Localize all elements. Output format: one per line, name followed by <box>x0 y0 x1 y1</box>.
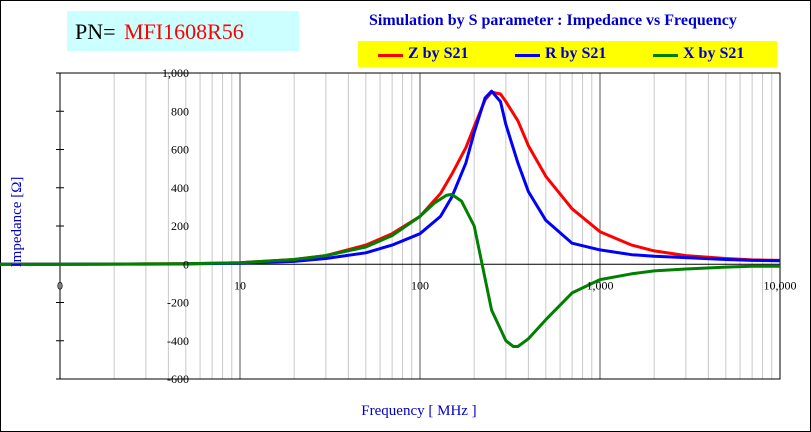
y-axis-title: Impedance [Ω] <box>9 177 25 268</box>
y-tick-label: 0 <box>183 257 189 271</box>
y-tick-label: -600 <box>167 372 189 386</box>
x-tick-label: 10,000 <box>764 278 797 292</box>
series-line-x <box>0 192 780 348</box>
axes <box>56 72 781 380</box>
x-tick-label: 1,000 <box>587 278 614 292</box>
legend: Z by S21 R by S21 X by S21 <box>358 41 777 67</box>
x-axis-title: Frequency [ MHz ] <box>361 403 476 419</box>
x-tick-label: 100 <box>411 278 429 292</box>
x-tick-label: 0 <box>57 278 63 292</box>
part-number-value: MFI1608R56 <box>124 19 244 44</box>
y-tick-label: -200 <box>167 296 189 310</box>
series-line-z <box>0 90 781 266</box>
y-tick-label: -400 <box>167 334 189 348</box>
legend-label-r: R by S21 <box>545 45 607 62</box>
y-tick-label: 200 <box>171 219 189 233</box>
plot-border <box>59 72 781 380</box>
legend-label-z: Z by S21 <box>408 45 469 62</box>
legend-label-x: X by S21 <box>683 45 745 62</box>
series-line-r <box>0 89 781 266</box>
y-tick-label: 1,000 <box>162 66 189 80</box>
chart-title: Simulation by S parameter : Impedance vs… <box>369 12 737 29</box>
y-tick-label: 600 <box>171 143 189 157</box>
part-number-prefix: PN= <box>75 19 116 44</box>
legend-swatch-z <box>378 54 403 57</box>
tick-labels: 1,000 800 600 400 200 0 -200 -400 -600 0 10 100 1,00… <box>57 66 797 386</box>
y-tick-label: 400 <box>171 181 189 195</box>
series <box>0 89 781 348</box>
x-tick-label: 10 <box>234 278 246 292</box>
legend-swatch-x <box>653 54 678 57</box>
legend-swatch-r <box>515 54 540 57</box>
y-tick-label: 800 <box>171 104 189 118</box>
part-number-box: PN= MFI1608R56 <box>67 11 299 51</box>
